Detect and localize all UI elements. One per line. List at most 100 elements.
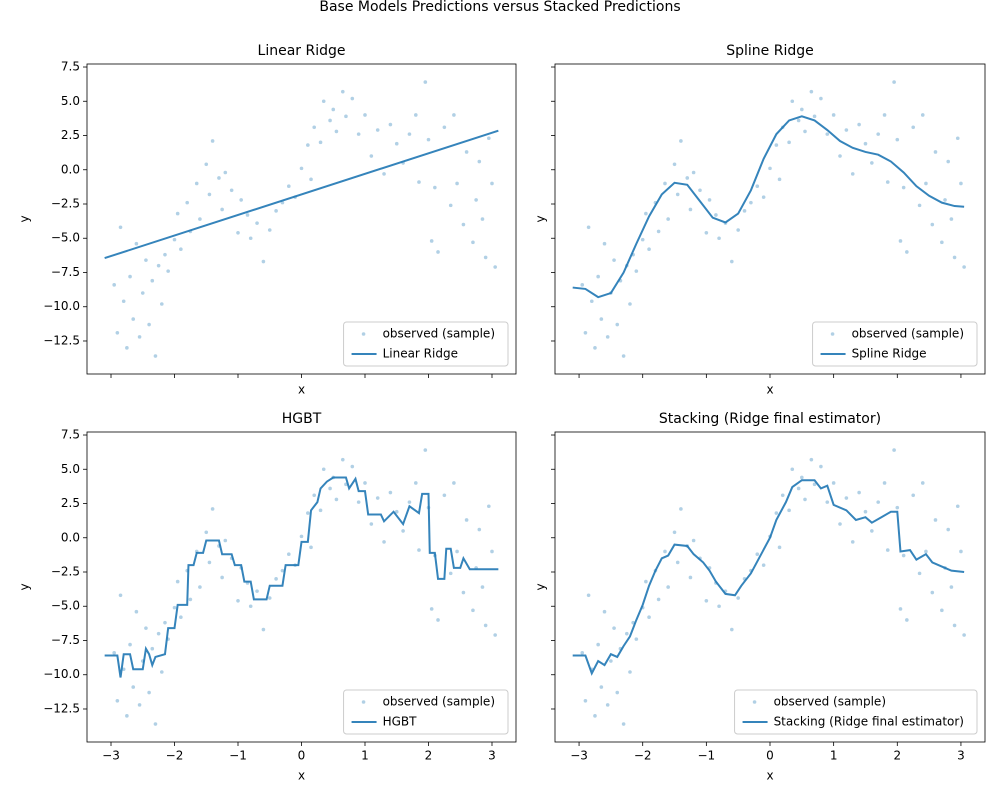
legend-label: Linear Ridge bbox=[383, 347, 458, 361]
sample-point bbox=[602, 609, 607, 614]
sample-point bbox=[125, 346, 129, 350]
sample-point bbox=[882, 481, 887, 485]
sample-point bbox=[707, 198, 712, 202]
x-tick-label: 0 bbox=[766, 749, 774, 763]
sample-point bbox=[634, 269, 639, 273]
sample-point bbox=[615, 690, 620, 695]
sample-point bbox=[672, 162, 677, 167]
legend-marker bbox=[361, 700, 366, 704]
sample-point bbox=[940, 240, 944, 245]
sample-point bbox=[666, 217, 670, 221]
sample-point bbox=[924, 181, 928, 186]
sample-point bbox=[477, 159, 482, 164]
sample-point bbox=[163, 620, 167, 625]
sample-point bbox=[803, 129, 807, 134]
sample-point bbox=[825, 132, 830, 136]
sample-point bbox=[309, 545, 313, 550]
sample-point bbox=[593, 714, 597, 718]
sample-point bbox=[933, 150, 938, 154]
x-axis-label: x bbox=[298, 769, 305, 783]
sample-point bbox=[461, 222, 466, 227]
sample-point bbox=[318, 508, 323, 513]
sample-point bbox=[863, 141, 868, 146]
subplot: −12.5 −10.0 −7.5 −5.0 −2.5 0.0 2.5 5.0 7.5 Linear… bbox=[18, 43, 517, 397]
sample-point bbox=[137, 335, 142, 339]
y-tick-label: 0.0 bbox=[61, 530, 80, 544]
sample-point bbox=[493, 265, 497, 269]
sample-point bbox=[596, 642, 600, 647]
x-tick-label: 3 bbox=[957, 749, 965, 763]
sample-point bbox=[949, 585, 954, 589]
subplot-title: HGBT bbox=[282, 411, 322, 427]
sample-point bbox=[892, 448, 896, 452]
sample-point bbox=[448, 203, 453, 208]
y-tick-label: −12.5 bbox=[43, 701, 80, 715]
sample-point bbox=[163, 252, 167, 257]
sample-point bbox=[356, 132, 361, 136]
sample-point bbox=[306, 511, 310, 515]
sample-point bbox=[210, 507, 215, 511]
sample-point bbox=[471, 608, 475, 613]
sample-point bbox=[698, 188, 702, 193]
sample-point bbox=[388, 490, 393, 495]
sample-point bbox=[115, 330, 120, 335]
sample-point bbox=[930, 590, 935, 595]
sample-point bbox=[334, 129, 339, 134]
y-tick-label: 5.0 bbox=[61, 462, 80, 476]
sample-point bbox=[471, 240, 475, 245]
figure-title: Base Models Predictions versus Stacked P… bbox=[319, 0, 680, 15]
sample-point bbox=[220, 575, 224, 580]
sample-point bbox=[287, 552, 291, 556]
sample-point bbox=[930, 222, 935, 227]
sample-point bbox=[452, 481, 456, 485]
sample-point bbox=[134, 609, 139, 614]
sample-point bbox=[634, 637, 639, 641]
sample-point bbox=[210, 139, 215, 143]
sample-point bbox=[112, 283, 116, 287]
legend-marker bbox=[830, 332, 835, 336]
sample-point bbox=[312, 125, 316, 130]
sample-point bbox=[280, 568, 285, 573]
sample-point bbox=[363, 481, 367, 485]
sample-point bbox=[144, 258, 148, 262]
sample-point bbox=[905, 250, 909, 254]
sample-point bbox=[831, 113, 836, 117]
sample-point bbox=[245, 213, 250, 217]
sample-point bbox=[144, 626, 148, 630]
sample-point bbox=[624, 631, 629, 636]
y-tick-label: −10.0 bbox=[43, 667, 80, 681]
sample-point bbox=[955, 136, 960, 141]
sample-point bbox=[892, 80, 896, 84]
sample-point bbox=[809, 89, 814, 94]
plot-area bbox=[104, 448, 499, 726]
sample-point bbox=[838, 522, 842, 526]
sample-point bbox=[901, 553, 906, 558]
sample-point bbox=[429, 607, 434, 611]
sample-point bbox=[480, 217, 485, 221]
y-tick-label: −10.0 bbox=[43, 299, 80, 313]
sample-point bbox=[464, 150, 469, 154]
sample-point bbox=[375, 128, 380, 132]
sample-point bbox=[790, 99, 795, 104]
legend: observed (sample) Spline Ridge bbox=[812, 321, 978, 367]
sample-point bbox=[679, 507, 683, 511]
sample-point bbox=[714, 213, 718, 217]
sample-point bbox=[844, 496, 849, 500]
sample-point bbox=[580, 651, 585, 655]
sample-point bbox=[487, 504, 491, 509]
sample-point bbox=[870, 161, 874, 165]
sample-point bbox=[198, 217, 202, 221]
sample-point bbox=[688, 207, 693, 212]
x-tick-label: 0 bbox=[298, 749, 306, 763]
sample-point bbox=[413, 481, 418, 485]
x-tick-label: −1 bbox=[229, 749, 247, 763]
sample-point bbox=[920, 113, 925, 117]
x-axis-label: x bbox=[766, 769, 773, 783]
subplot-title: Spline Ridge bbox=[726, 43, 814, 59]
sample-point bbox=[647, 615, 651, 620]
plot-area bbox=[572, 80, 966, 358]
sample-point bbox=[850, 172, 855, 176]
sample-point bbox=[777, 177, 782, 182]
sample-point bbox=[407, 132, 412, 136]
sample-point bbox=[350, 96, 355, 101]
